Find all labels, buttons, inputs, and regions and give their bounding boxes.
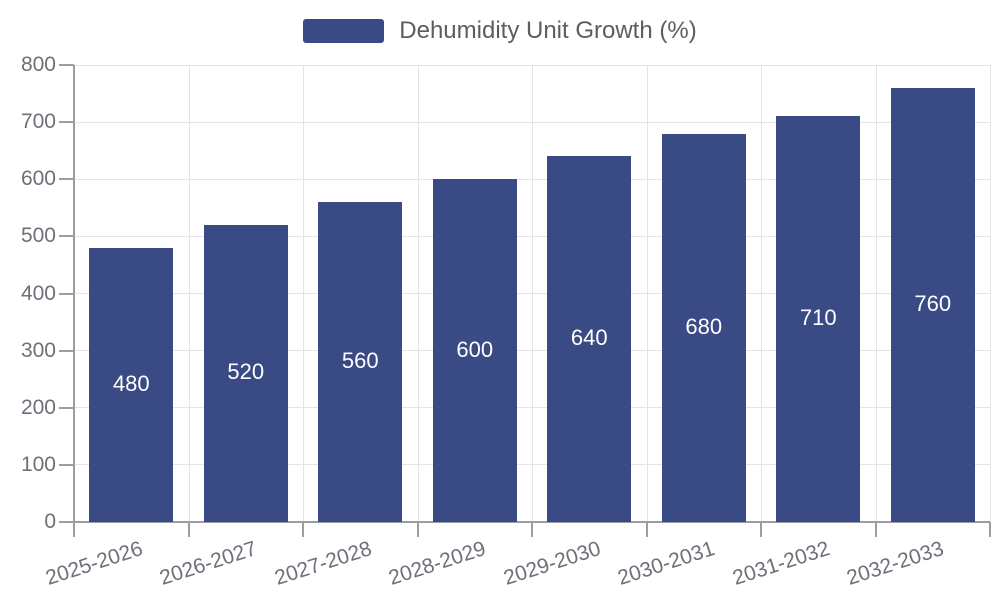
- bar-2025-2026[interactable]: 480: [89, 247, 174, 522]
- x-tick-label: 2025-2026: [42, 537, 146, 590]
- x-tick-label: 2027-2028: [271, 537, 375, 590]
- bar-value-label: 640: [570, 325, 608, 351]
- y-tick-label: 400: [20, 281, 56, 305]
- y-axis-tick: [59, 121, 74, 124]
- bar-value-label: 480: [112, 370, 150, 396]
- bar-value-label: 600: [456, 336, 494, 362]
- x-axis-tick: [760, 522, 762, 537]
- y-axis-tick: [59, 64, 74, 66]
- x-tick-label: 2031-2032: [729, 537, 833, 590]
- horizontal-gridline: [74, 121, 990, 123]
- bar-value-label: 520: [227, 359, 265, 385]
- x-axis-tick: [531, 522, 533, 537]
- x-axis-line: [59, 521, 990, 523]
- x-tick-label: 2032-2033: [844, 537, 947, 590]
- bar-2026-2027[interactable]: 520: [203, 224, 288, 522]
- horizontal-gridline: [74, 350, 990, 352]
- y-tick-label: 700: [20, 110, 56, 134]
- x-axis-tick: [416, 522, 419, 537]
- bar-2027-2028[interactable]: 560: [318, 202, 403, 522]
- y-axis-tick: [59, 178, 74, 181]
- x-axis-tick: [302, 522, 304, 537]
- x-axis-tick: [645, 522, 648, 537]
- horizontal-gridline: [74, 293, 990, 294]
- legend-swatch-icon: [303, 19, 385, 43]
- y-axis-tick: [59, 235, 74, 238]
- x-tick-label: 2029-2030: [500, 537, 604, 590]
- x-axis-tick: [874, 522, 877, 537]
- y-axis-tick: [59, 463, 74, 466]
- horizontal-gridline: [74, 178, 990, 180]
- x-axis-tick: [989, 522, 991, 537]
- legend: Dehumidity Unit Growth (%): [0, 17, 1000, 45]
- y-tick-label: 0: [44, 510, 56, 533]
- y-tick-label: 100: [20, 452, 56, 476]
- bar-2029-2030[interactable]: 640: [547, 156, 632, 522]
- x-tick-label: 2030-2031: [615, 537, 718, 590]
- bar-value-label: 560: [341, 348, 379, 374]
- y-axis-line: [73, 65, 75, 537]
- x-tick-label: 2028-2029: [386, 537, 489, 590]
- x-tick-label: 2026-2027: [157, 537, 260, 590]
- vertical-gridline: [990, 65, 991, 522]
- bar-2032-2033[interactable]: 760: [890, 87, 975, 522]
- horizontal-gridline: [74, 464, 990, 466]
- y-tick-label: 800: [20, 53, 56, 76]
- y-tick-label: 600: [20, 167, 56, 191]
- legend-item[interactable]: Dehumidity Unit Growth (%): [303, 17, 697, 45]
- legend-label: Dehumidity Unit Growth (%): [399, 17, 697, 44]
- y-tick-label: 200: [20, 395, 56, 419]
- y-axis-tick: [59, 292, 74, 295]
- y-axis-tick: [59, 406, 74, 409]
- bar-2031-2032[interactable]: 710: [776, 116, 861, 522]
- bar-value-label: 760: [914, 290, 952, 316]
- horizontal-gridline: [74, 64, 990, 66]
- y-tick-label: 500: [20, 224, 56, 248]
- bar-value-label: 710: [799, 305, 837, 331]
- bar-2028-2029[interactable]: 600: [432, 179, 517, 522]
- y-tick-label: 300: [20, 338, 56, 362]
- bar-2030-2031[interactable]: 680: [661, 133, 746, 522]
- x-axis-tick: [187, 522, 190, 537]
- horizontal-gridline: [74, 235, 990, 237]
- bar-value-label: 680: [685, 313, 723, 339]
- horizontal-gridline: [74, 407, 990, 409]
- y-axis-tick: [59, 349, 74, 352]
